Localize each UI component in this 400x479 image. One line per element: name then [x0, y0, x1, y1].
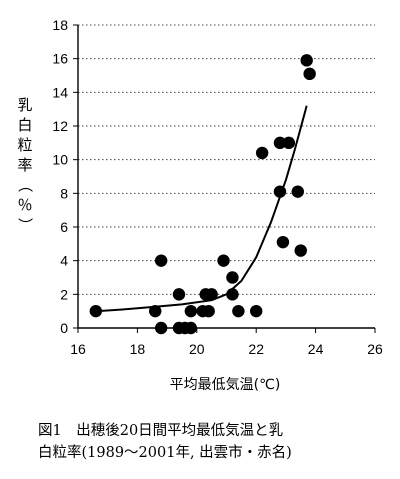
- caption-line-2: 白粒率(1989～2001年, 出雲市・赤名): [38, 445, 292, 461]
- data-point: [276, 235, 290, 249]
- y-label-char: 白: [17, 116, 32, 134]
- data-point: [303, 67, 316, 81]
- data-point: [184, 321, 198, 335]
- axes: [77, 25, 375, 329]
- y-axis-ticks: 0 2 4 6 8 10 12 14 16 18: [52, 17, 78, 336]
- x-tick-label: 20: [189, 341, 205, 357]
- y-label-char: （: [16, 177, 34, 192]
- data-point: [184, 304, 198, 318]
- data-point: [205, 288, 218, 301]
- caption-line-1: 図1 出穂後20日間平均最低気温と乳: [38, 423, 284, 439]
- y-label-char: ）: [16, 217, 34, 232]
- y-label-char: ％: [17, 196, 32, 214]
- data-point: [255, 146, 269, 160]
- data-point: [273, 185, 287, 198]
- x-tick-label: 26: [367, 341, 383, 357]
- data-point: [291, 185, 304, 198]
- data-point: [89, 304, 103, 318]
- data-point: [226, 271, 239, 284]
- y-tick-label: 18: [52, 17, 68, 33]
- data-point: [172, 288, 186, 301]
- x-axis-ticks: 16 18 20 22 24 26: [70, 328, 383, 357]
- y-tick-label: 6: [60, 219, 68, 235]
- data-point: [294, 244, 307, 257]
- data-point: [217, 254, 230, 267]
- data-points: [89, 54, 316, 335]
- y-tick-label: 10: [52, 152, 68, 168]
- figure-caption: 図1 出穂後20日間平均最低気温と乳 白粒率(1989～2001年, 出雲市・赤…: [38, 420, 378, 464]
- data-point: [250, 304, 263, 318]
- grid-lines: [78, 24, 375, 295]
- trend-curve: [95, 105, 308, 313]
- data-point: [149, 304, 162, 318]
- data-point: [273, 136, 287, 150]
- data-point: [226, 288, 239, 301]
- x-axis-label: 平均最低気温(℃): [170, 377, 281, 393]
- x-tick-label: 22: [248, 341, 264, 357]
- data-point: [154, 254, 168, 267]
- data-point: [202, 304, 215, 318]
- data-point: [300, 54, 313, 67]
- data-point: [154, 321, 168, 335]
- y-tick-label: 0: [60, 320, 68, 336]
- y-label-char: 粒: [17, 136, 32, 154]
- y-tick-label: 12: [52, 118, 68, 134]
- y-tick-label: 16: [52, 51, 68, 67]
- y-tick-label: 2: [60, 286, 68, 302]
- x-tick-label: 16: [70, 341, 86, 357]
- y-tick-label: 8: [60, 185, 68, 201]
- x-tick-label: 18: [130, 341, 146, 357]
- y-tick-label: 14: [52, 84, 68, 100]
- data-point: [232, 304, 245, 318]
- y-label-char: 乳: [17, 96, 32, 114]
- data-point: [282, 136, 296, 150]
- y-label-char: 率: [17, 156, 32, 174]
- x-tick-label: 24: [308, 341, 324, 357]
- y-tick-label: 4: [60, 253, 68, 269]
